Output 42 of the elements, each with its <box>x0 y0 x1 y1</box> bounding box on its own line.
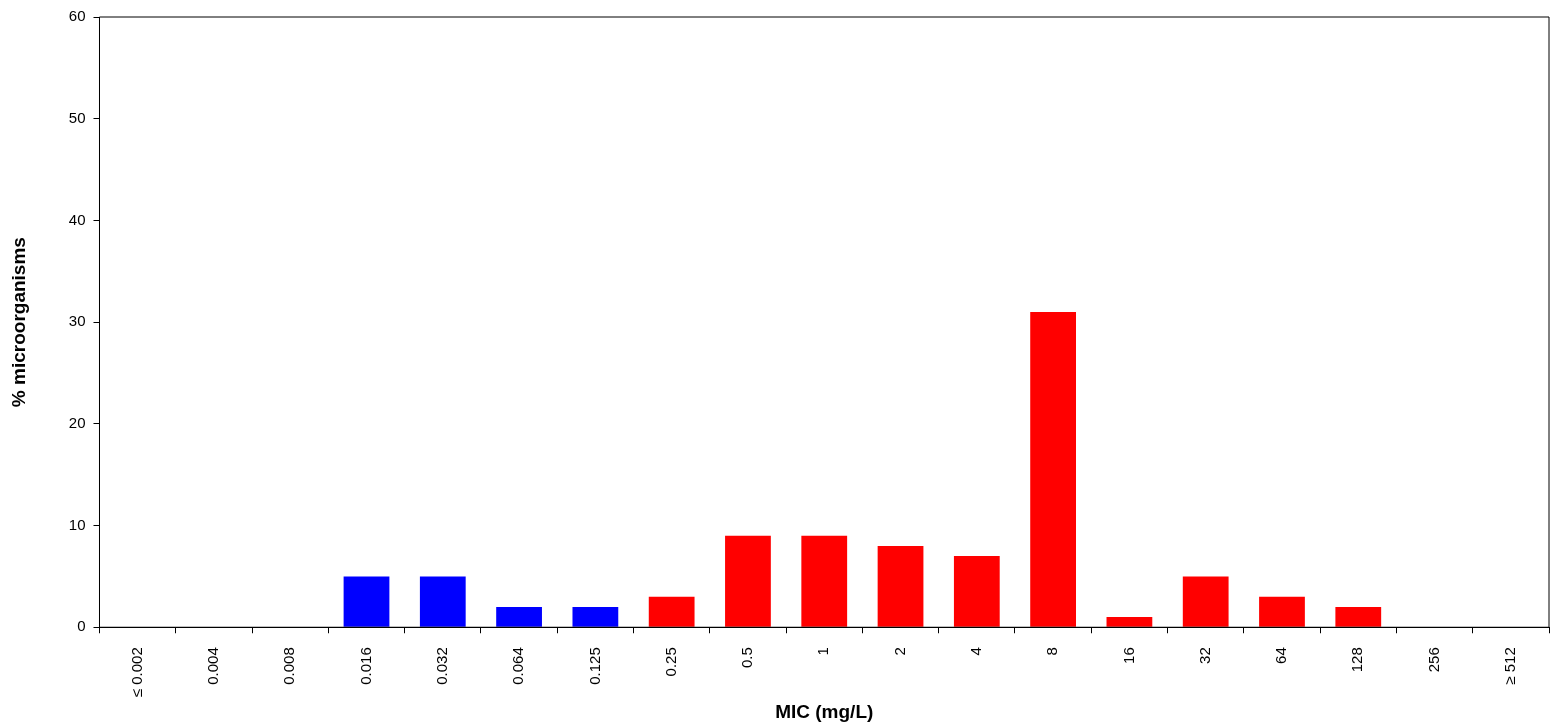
y-tick-label: 40 <box>68 210 86 228</box>
y-tick-label: 60 <box>68 7 86 25</box>
bar <box>1106 617 1153 627</box>
bar <box>725 535 771 627</box>
bar <box>801 535 848 627</box>
bar <box>877 545 924 627</box>
x-tick-label: 0.064 <box>509 647 527 685</box>
x-tick-label: 32 <box>1195 647 1213 664</box>
x-tick-label: 0.008 <box>280 647 298 685</box>
x-tick-label: 0.25 <box>661 647 679 677</box>
x-tick-label: 1 <box>814 647 832 656</box>
x-tick-label: 8 <box>1043 647 1061 656</box>
x-tick-label: 0.004 <box>204 647 222 685</box>
bar <box>648 596 695 627</box>
y-tick-label: 50 <box>68 108 86 126</box>
y-tick-label: 10 <box>68 515 86 533</box>
bar <box>572 606 619 627</box>
x-tick-label: ≤ 0.002 <box>127 647 145 698</box>
x-tick-label: ≥ 512 <box>1501 647 1518 685</box>
x-tick-label: 0.5 <box>738 647 756 669</box>
x-axis-title: MIC (mg/L) <box>775 700 874 722</box>
x-tick-label: 4 <box>966 647 984 656</box>
bar <box>1259 596 1305 627</box>
x-tick-label: 0.125 <box>585 647 603 685</box>
bar <box>419 576 466 627</box>
y-tick-label: 0 <box>77 617 86 635</box>
x-tick-label: 128 <box>1348 647 1366 673</box>
bar <box>1030 311 1076 627</box>
y-tick-label: 20 <box>68 413 86 431</box>
x-tick-label: 64 <box>1272 647 1290 664</box>
bar <box>343 576 390 627</box>
bar <box>1182 576 1229 627</box>
x-tick-label: 16 <box>1119 647 1137 664</box>
y-axis-title: % microorganisms <box>7 237 29 408</box>
x-tick-label: 256 <box>1424 647 1442 673</box>
x-tick-label: 0.016 <box>356 647 374 685</box>
bar <box>953 556 1000 627</box>
bar <box>496 606 542 627</box>
x-tick-label: 0.032 <box>432 647 450 685</box>
bar <box>1335 606 1382 627</box>
x-tick-label: 2 <box>890 647 908 656</box>
y-tick-label: 30 <box>68 312 86 330</box>
